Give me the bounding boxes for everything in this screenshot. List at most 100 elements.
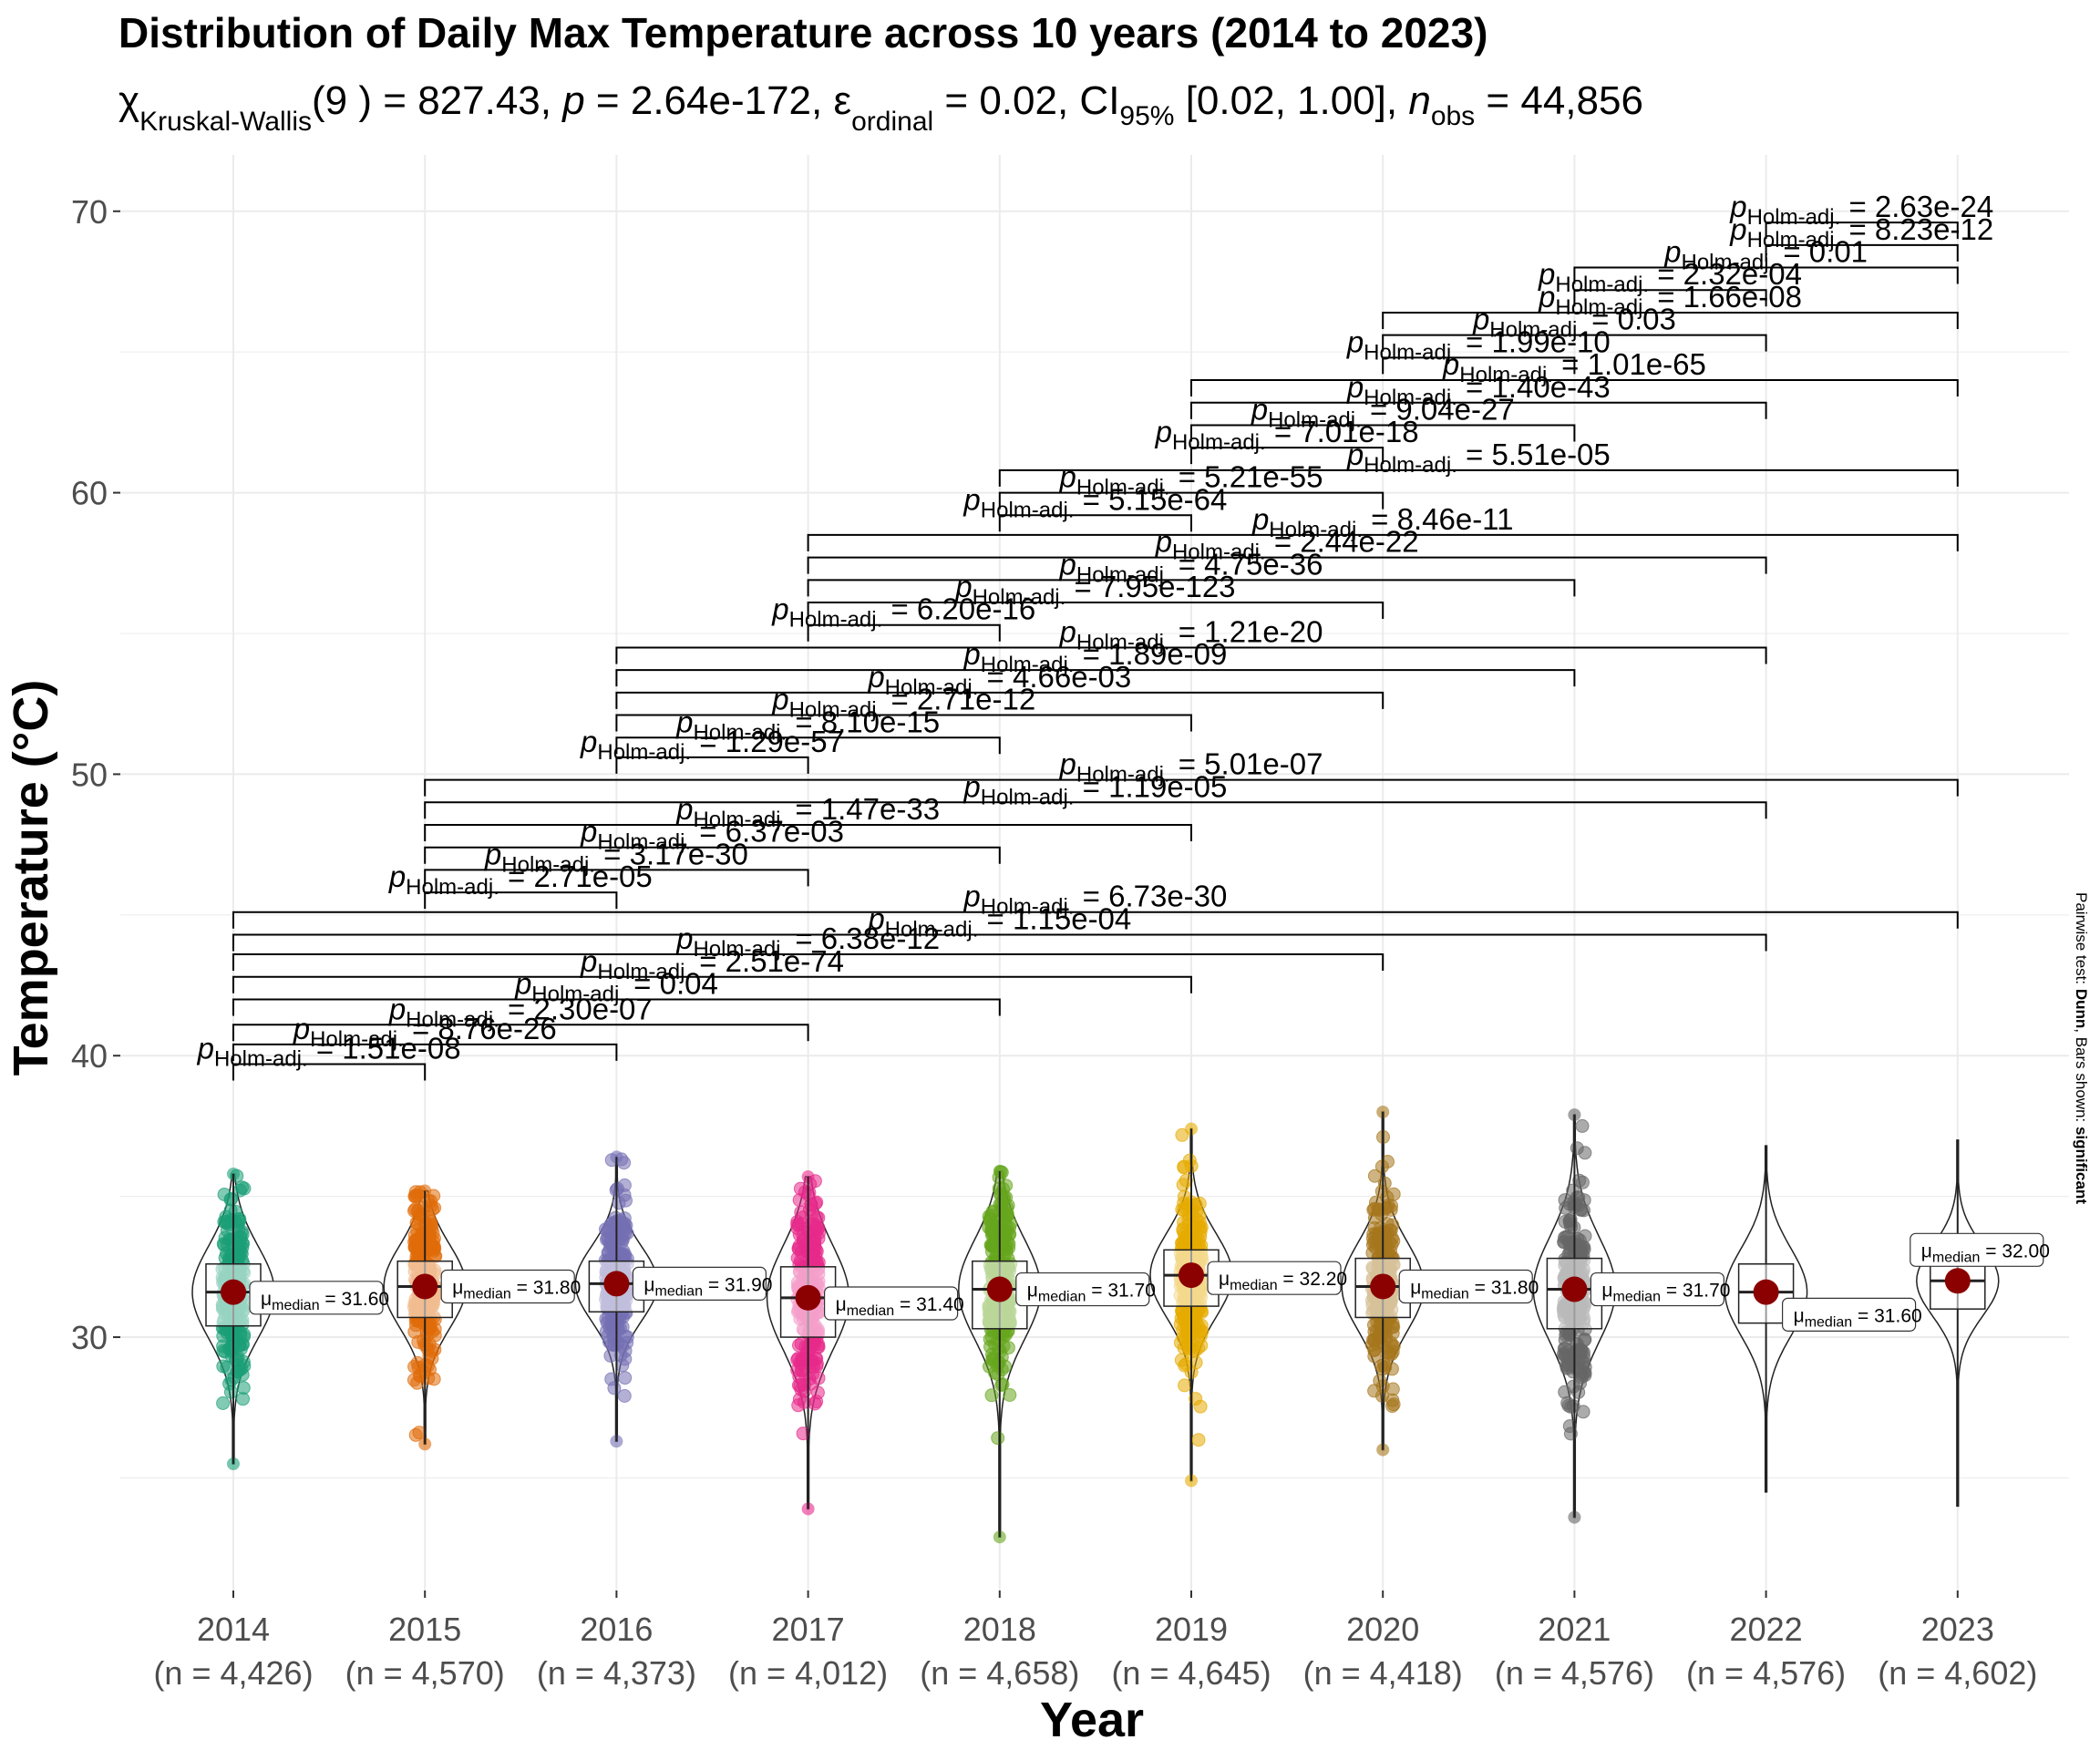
pairwise-label: pHolm-adj. = 1.15e-04 — [867, 901, 1131, 942]
data-point — [408, 1239, 423, 1253]
pairwise-2017-2023: pHolm-adj. = 8.46e-11 — [807, 502, 1959, 551]
data-point — [796, 1426, 810, 1441]
data-point — [617, 1188, 632, 1202]
pairwise-2022-2023: pHolm-adj. = 8.23e-12 — [1729, 212, 1993, 262]
group-2015 — [383, 1184, 467, 1451]
median-label-2020: μmedian = 31.80 — [1398, 1269, 1539, 1304]
data-point — [804, 1248, 818, 1262]
data-point — [790, 1215, 805, 1229]
data-point — [233, 1230, 248, 1244]
data-point — [1380, 1190, 1395, 1204]
data-point — [1577, 1333, 1591, 1347]
data-point — [236, 1392, 250, 1406]
pairwise-2017-2022: pHolm-adj. = 2.44e-22 — [807, 525, 1767, 574]
data-point — [1001, 1341, 1015, 1355]
median-label-box — [1781, 1297, 1917, 1332]
pairwise-2020-2021: pHolm-adj. = 1.99e-10 — [1346, 324, 1611, 375]
pairwise-label: pHolm-adj. = 2.44e-22 — [1155, 525, 1419, 565]
pairwise-label: pHolm-adj. = 3.17e-30 — [484, 837, 748, 877]
data-point — [223, 1192, 238, 1207]
pairwise-label: pHolm-adj. = 6.38e-12 — [675, 921, 940, 962]
pairwise-label: pHolm-adj. = 2.32e-04 — [1538, 257, 1802, 297]
pairwise-label: pHolm-adj. = 0.04 — [514, 966, 718, 1006]
pairwise-bracket — [232, 975, 1192, 993]
pairwise-label: pHolm-adj. = 1.21e-20 — [1059, 614, 1323, 654]
median-point-2014 — [221, 1279, 246, 1305]
data-point — [986, 1205, 1001, 1220]
axes: 30 40 50 60 70 2014 (n = 4,426) 2015 (n = 4,570)… — [71, 193, 2037, 1692]
data-point — [232, 1243, 246, 1258]
median-label-box — [632, 1266, 767, 1301]
pairwise-2014-2023: pHolm-adj. = 6.73e-30 — [232, 880, 1959, 929]
x-tick-n-label: (n = 4,658) — [920, 1654, 1079, 1692]
median-point-2023 — [1944, 1268, 1971, 1294]
data-point — [413, 1369, 427, 1384]
data-point — [1189, 1213, 1204, 1228]
data-point — [1385, 1362, 1399, 1376]
data-point — [792, 1369, 807, 1384]
median-point-2018 — [986, 1276, 1013, 1302]
data-point — [991, 1431, 1005, 1446]
pairwise-2015-2016: pHolm-adj. = 2.71e-05 — [388, 860, 653, 910]
pairwise-2014-2017: pHolm-adj. = 2.30e-07 — [232, 992, 809, 1042]
data-point — [792, 1193, 807, 1208]
pairwise-bracket — [424, 869, 809, 887]
x-tick-label: 2015 — [388, 1611, 461, 1648]
pairwise-caption: Pairwise test: Dunn, Bars shown: signifi… — [2073, 892, 2090, 1204]
x-tick-label: 2014 — [197, 1611, 270, 1648]
x-tick-label: 2018 — [963, 1611, 1036, 1648]
x-tick-label: 2017 — [772, 1611, 845, 1648]
y-tick-label: 60 — [71, 475, 108, 512]
median-label-2019: μmedian = 32.20 — [1207, 1261, 1347, 1295]
data-point — [1578, 1146, 1592, 1160]
data-point — [1575, 1118, 1590, 1133]
data-point — [423, 1215, 438, 1230]
pairwise-2017-2020: pHolm-adj. = 7.95e-123 — [807, 570, 1385, 620]
median-label-box — [249, 1281, 384, 1315]
median-label-2022: μmedian = 31.60 — [1781, 1297, 1922, 1332]
data-point — [618, 1371, 633, 1385]
pairwise-bracket — [1382, 311, 1959, 329]
pairwise-label: pHolm-adj. = 9.04e-27 — [1251, 392, 1515, 432]
pairwise-label: pHolm-adj. = 2.63e-24 — [1729, 190, 1993, 230]
median-label-box — [1590, 1271, 1725, 1307]
groups: μmedian = 31.60 μmedian = 31.80 μmedian = … — [191, 1106, 2050, 1544]
pairwise-bracket — [998, 514, 1192, 532]
pairwise-bracket — [807, 556, 1767, 574]
median-point-2021 — [1561, 1276, 1588, 1302]
pairwise-bracket — [807, 623, 1001, 642]
pairwise-2016-2020: pHolm-adj. = 4.66e-03 — [615, 660, 1385, 709]
pairwise-label: pHolm-adj. = 1.89e-09 — [962, 637, 1227, 677]
x-tick-label: 2023 — [1921, 1611, 1994, 1648]
data-point — [1000, 1200, 1014, 1215]
data-point — [223, 1385, 238, 1399]
pairwise-bracket — [232, 1063, 427, 1081]
pairwise-label: pHolm-adj. = 6.20e-16 — [771, 592, 1035, 633]
pairwise-2016-2021: pHolm-adj. = 1.89e-09 — [615, 637, 1576, 687]
pairwise-bracket — [1382, 356, 1576, 375]
median-label-2014: μmedian = 31.60 — [249, 1281, 389, 1315]
pairwise-2018-2019: pHolm-adj. = 5.15e-64 — [962, 482, 1227, 532]
x-tick-label: 2016 — [580, 1611, 653, 1648]
data-point — [811, 1231, 826, 1246]
data-point — [1566, 1183, 1580, 1198]
pairwise-label: pHolm-adj. = 2.30e-07 — [388, 992, 653, 1032]
pairwise-bracket — [232, 1043, 618, 1061]
pairwise-bracket — [1382, 334, 1767, 352]
data-point — [1566, 1379, 1580, 1394]
data-point — [216, 1396, 231, 1410]
chart-title: Distribution of Daily Max Temperature ac… — [118, 9, 1488, 57]
data-point — [988, 1337, 1002, 1352]
median-label-text: μmedian = 31.40 — [836, 1294, 964, 1319]
group-2022 — [1724, 1145, 1808, 1493]
pairwise-bracket — [1190, 401, 1767, 419]
x-tick-n-label: (n = 4,576) — [1686, 1654, 1846, 1692]
pairwise-bracket — [1765, 243, 1959, 262]
group-2020 — [1341, 1106, 1425, 1457]
x-tick-n-label: (n = 4,602) — [1878, 1654, 2037, 1692]
pairwise-2020-2022: pHolm-adj. = 0.03 — [1382, 303, 1767, 352]
data-point — [608, 1314, 623, 1328]
median-point-2020 — [1370, 1273, 1396, 1300]
pairwise-label: pHolm-adj. = 4.66e-03 — [867, 660, 1131, 700]
data-point — [617, 1211, 632, 1226]
